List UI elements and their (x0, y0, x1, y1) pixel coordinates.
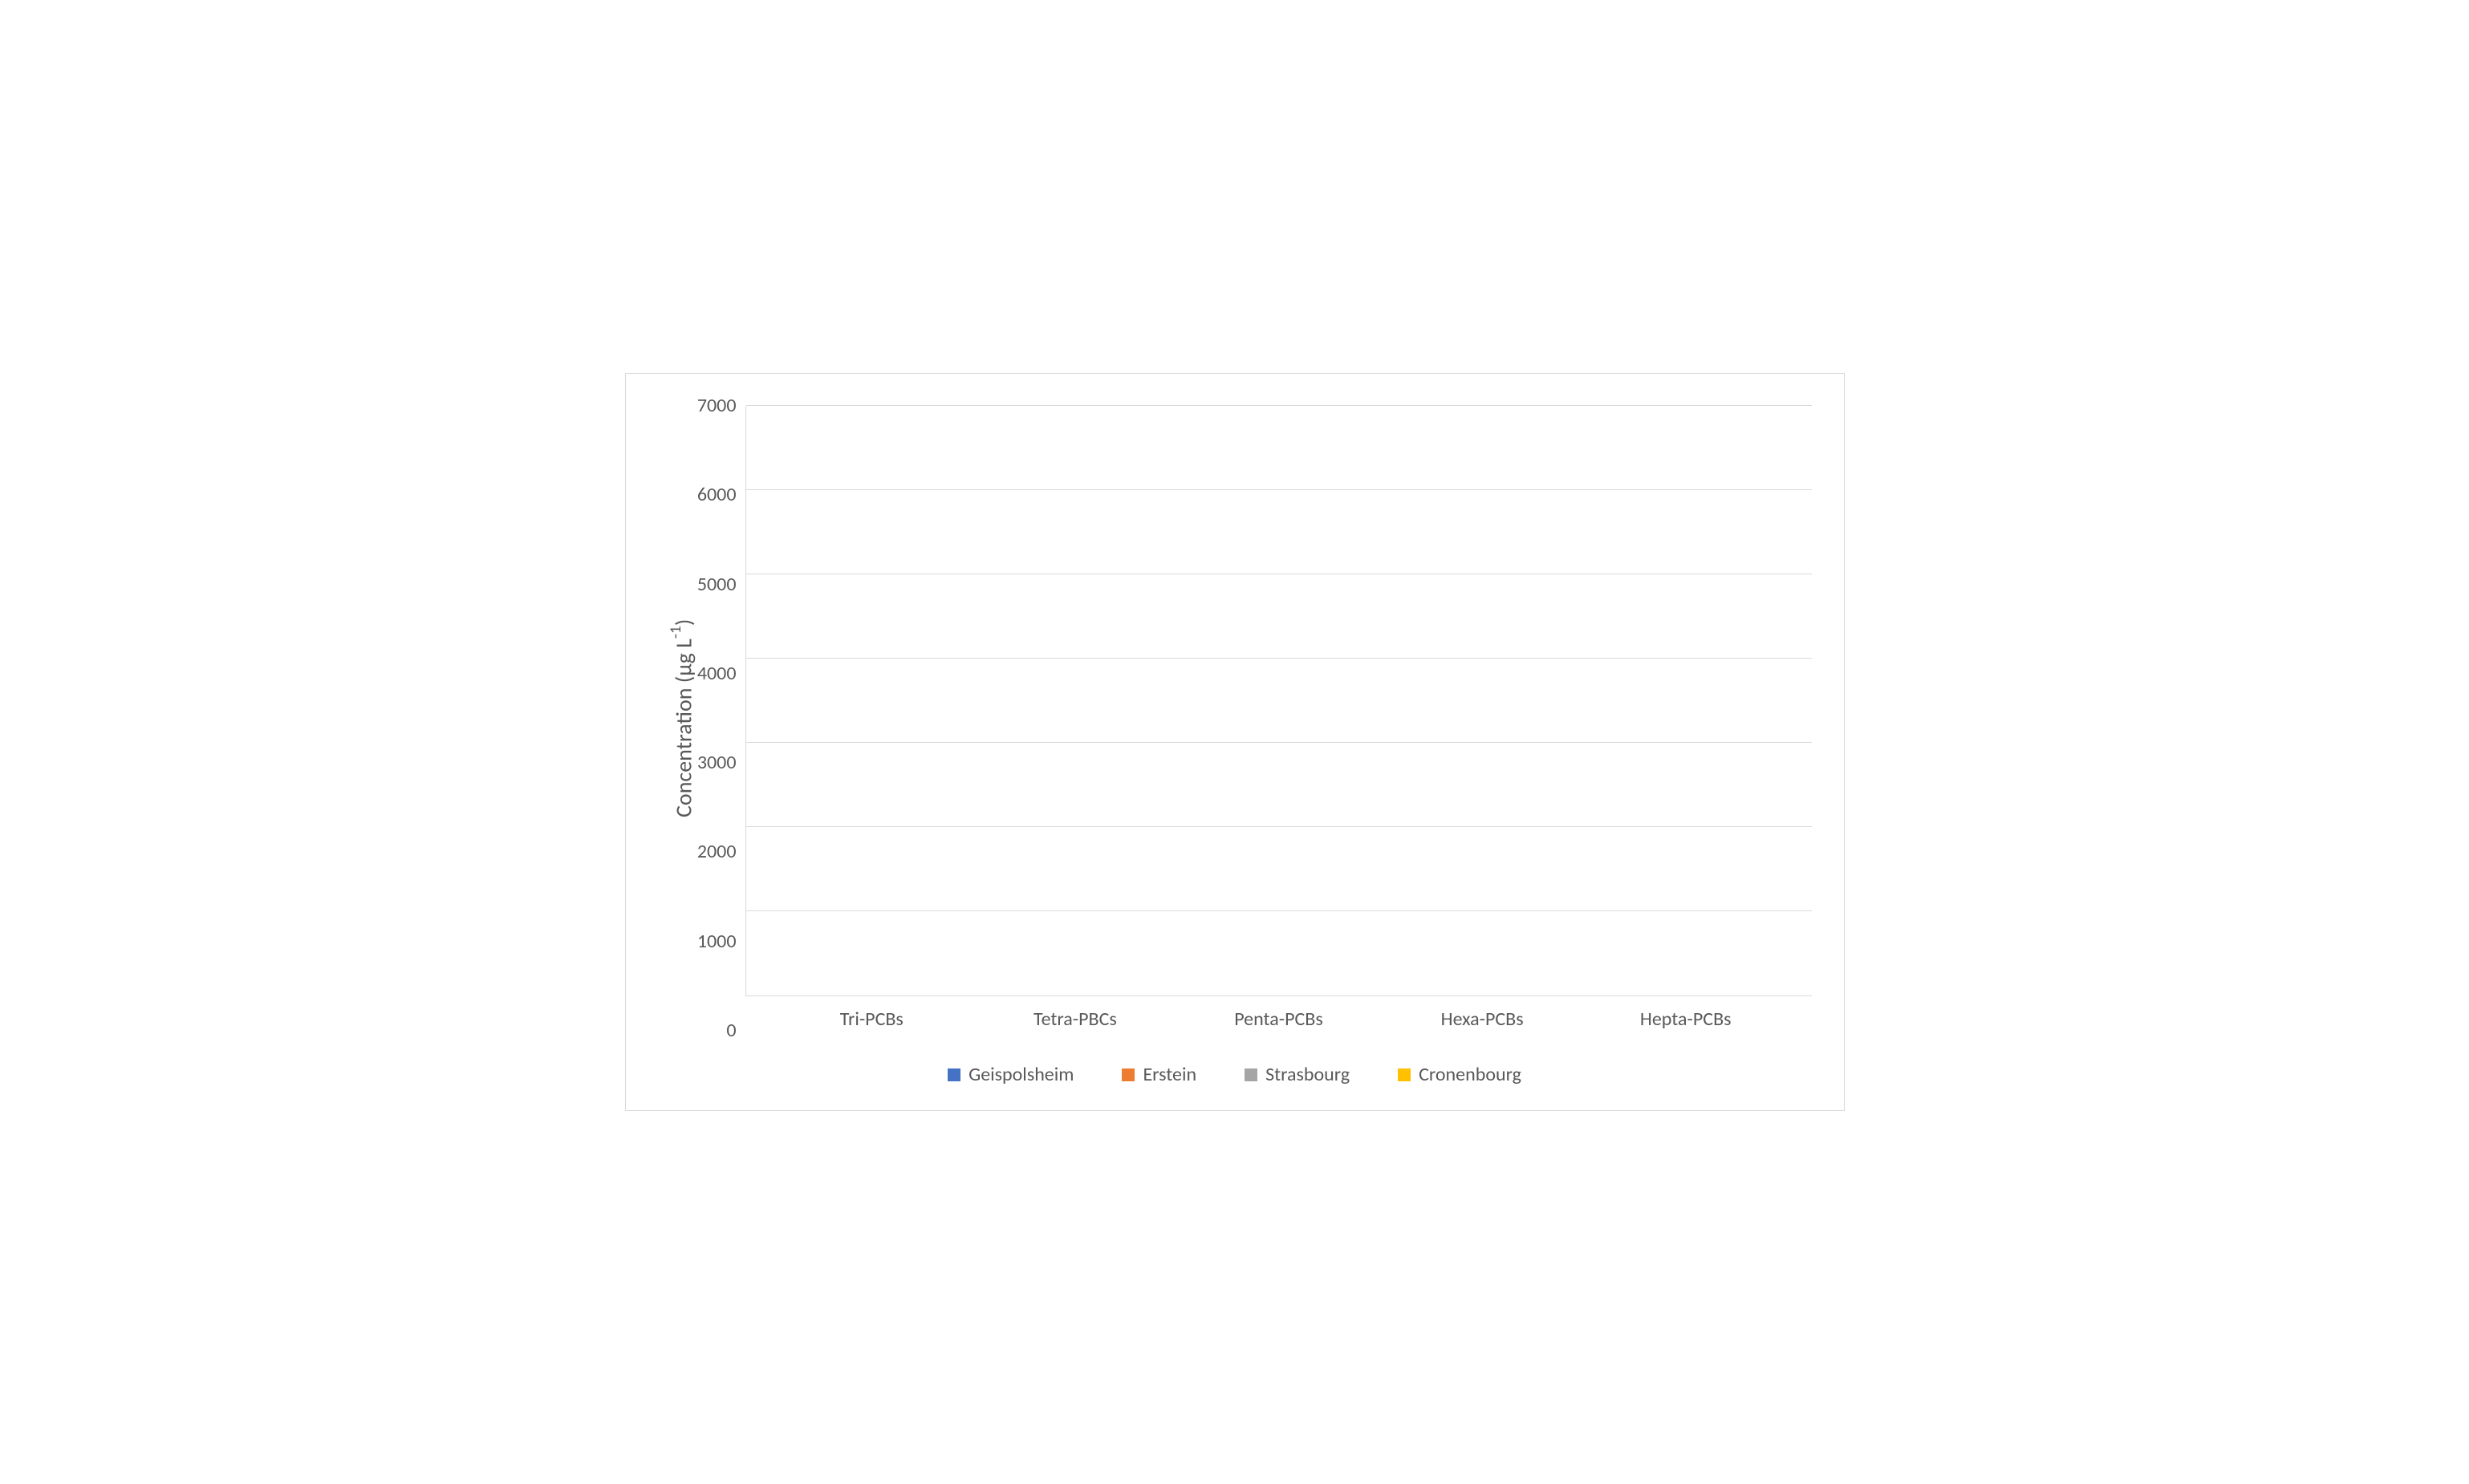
x-axis-label: Hexa-PCBs (1380, 1008, 1584, 1031)
legend-item: Geispolsheim (948, 1063, 1074, 1086)
legend-item: Strasbourg (1245, 1063, 1350, 1086)
legend-label: Geispolsheim (969, 1063, 1074, 1086)
legend: Geispolsheim Erstein Strasbourg Cronenbourg (658, 1031, 1812, 1086)
legend-swatch (1398, 1068, 1411, 1081)
plot-area (745, 406, 1811, 996)
legend-label: Strasbourg (1265, 1063, 1350, 1086)
legend-swatch (948, 1068, 960, 1081)
legend-label: Erstein (1143, 1063, 1196, 1086)
x-axis-labels: Tri-PCBsTetra-PBCsPenta-PCBsHexa-PCBsHep… (745, 996, 1811, 1031)
legend-swatch (1245, 1068, 1257, 1081)
legend-item: Cronenbourg (1398, 1063, 1521, 1086)
legend-swatch (1122, 1068, 1135, 1081)
x-axis-label: Tri-PCBs (770, 1008, 973, 1031)
chart-frame: Concentration (µg L-1) 01000200030004000… (625, 373, 1845, 1111)
y-axis-label: Concentration (µg L-1) (658, 406, 697, 1031)
bar-groups (746, 406, 1811, 995)
chart-body: Concentration (µg L-1) 01000200030004000… (658, 406, 1812, 1031)
x-axis-label: Tetra-PBCs (973, 1008, 1177, 1031)
y-axis-ticks: 01000200030004000500060007000 (697, 406, 746, 1031)
legend-item: Erstein (1122, 1063, 1196, 1086)
x-axis-label: Hepta-PCBs (1584, 1008, 1788, 1031)
plot-wrap: Tri-PCBsTetra-PBCsPenta-PCBsHexa-PCBsHep… (745, 406, 1811, 1031)
legend-label: Cronenbourg (1419, 1063, 1521, 1086)
x-axis-label: Penta-PCBs (1177, 1008, 1381, 1031)
